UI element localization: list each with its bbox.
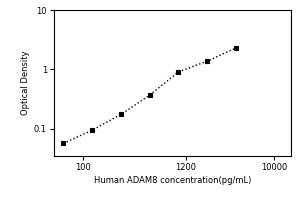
X-axis label: Human ADAM8 concentration(pg/mL): Human ADAM8 concentration(pg/mL) bbox=[94, 176, 251, 185]
Y-axis label: Optical Density: Optical Density bbox=[21, 51, 30, 115]
